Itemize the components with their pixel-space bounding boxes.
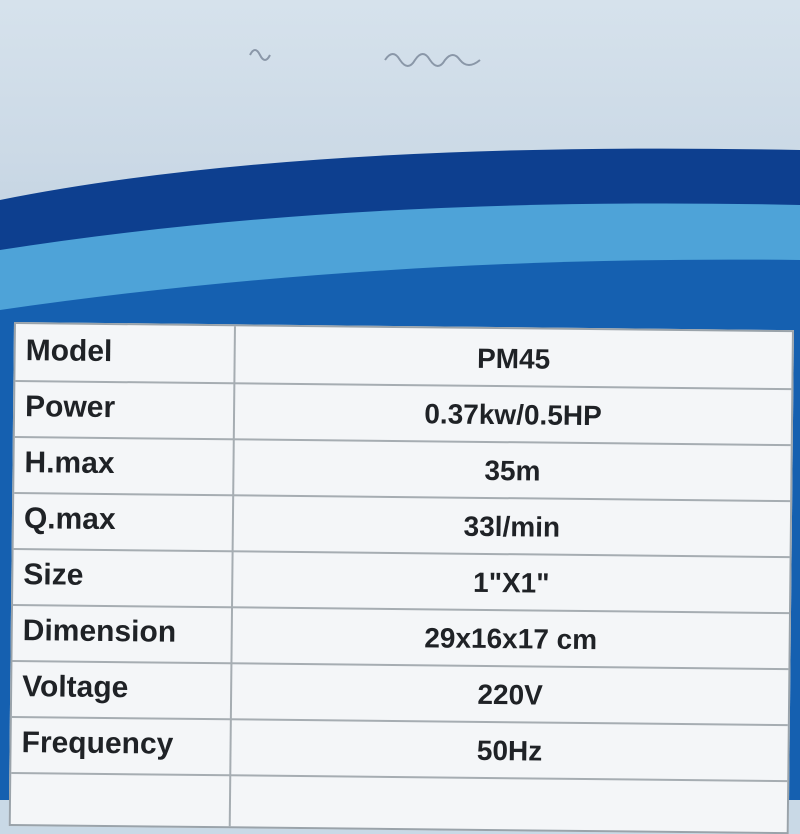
handwritten-scribble xyxy=(249,49,481,67)
spec-label: Dimension xyxy=(22,614,177,649)
spec-label: Size xyxy=(23,558,84,592)
spec-value: 35m xyxy=(484,454,541,487)
spec-row-hmax: H.max 35m xyxy=(14,436,791,503)
spec-table: Model PM45 Power 0.37kw/0.5HP H.max 35m Q.m… xyxy=(8,322,794,834)
spec-row-size: Size 1"X1" xyxy=(13,548,790,615)
spec-label: Power xyxy=(24,390,116,425)
spec-value: 0.37kw/0.5HP xyxy=(424,398,602,432)
spec-label: Voltage xyxy=(22,670,129,705)
spec-row-qmax: Q.max 33l/min xyxy=(13,492,791,559)
spec-value: 29x16x17 cm xyxy=(424,622,598,656)
spec-label: Q.max xyxy=(23,502,116,537)
spec-row-voltage: Voltage 220V xyxy=(11,660,789,727)
spec-label: H.max xyxy=(24,446,115,481)
spec-value: 50Hz xyxy=(476,734,543,767)
spec-row-model: Model PM45 xyxy=(15,324,792,391)
spec-row-dimension: Dimension 29x16x17 cm xyxy=(12,604,790,671)
spec-row-power: Power 0.37kw/0.5HP xyxy=(14,380,792,447)
spec-value: 33l/min xyxy=(463,510,561,543)
spec-value: 220V xyxy=(477,678,543,711)
spec-label: Model xyxy=(25,334,113,369)
spec-value: PM45 xyxy=(476,342,551,375)
spec-row-frequency: Frequency 50Hz xyxy=(11,715,788,783)
spec-value: 1"X1" xyxy=(472,566,550,599)
spec-label: Frequency xyxy=(21,726,174,761)
